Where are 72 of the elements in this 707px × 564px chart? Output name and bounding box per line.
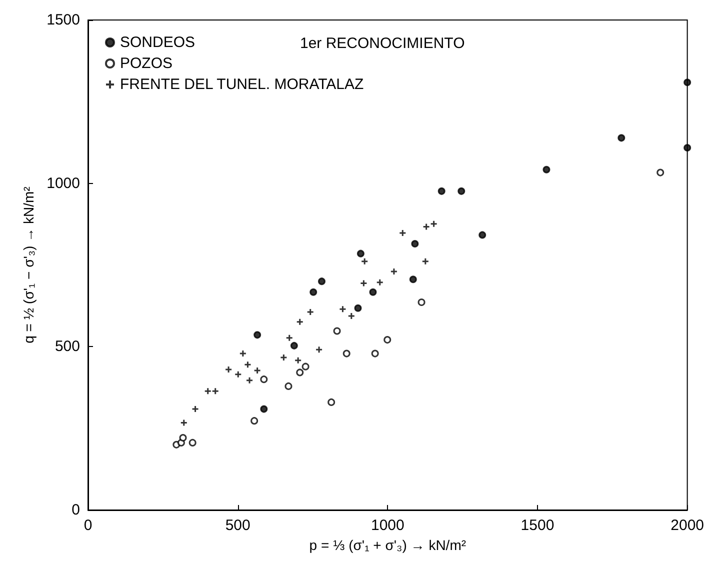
- x-tick-label: 0: [84, 517, 92, 534]
- point: [296, 368, 304, 376]
- point: [212, 387, 220, 395]
- annotation: 1er RECONOCIMIENTO: [300, 35, 465, 52]
- point: [284, 382, 292, 390]
- point: [260, 376, 268, 384]
- point: [411, 240, 419, 248]
- y-tick-label: 500: [54, 338, 80, 356]
- point: [430, 220, 438, 228]
- point: [354, 304, 362, 312]
- x-tick-label: 2000: [670, 517, 704, 534]
- point: [376, 278, 384, 286]
- point: [318, 278, 326, 286]
- point: [310, 288, 318, 296]
- point: [371, 350, 379, 358]
- point: [328, 398, 336, 406]
- point: [384, 336, 392, 344]
- point: [306, 308, 314, 316]
- point: [398, 229, 406, 237]
- point: [244, 360, 252, 368]
- point: [360, 258, 368, 266]
- point: [656, 168, 664, 176]
- legend-label: SONDEOS: [120, 34, 196, 51]
- legend-label: POZOS: [120, 55, 173, 72]
- point: [192, 405, 200, 413]
- point: [180, 419, 188, 427]
- point: [390, 268, 398, 276]
- point: [684, 144, 692, 152]
- point: [348, 312, 356, 320]
- point: [260, 405, 268, 413]
- point: [246, 376, 254, 384]
- point: [286, 334, 294, 342]
- point: [360, 280, 368, 288]
- point: [296, 318, 304, 326]
- point: [239, 350, 247, 358]
- legend-label: FRENTE DEL TUNEL. MORATALAZ: [120, 76, 364, 93]
- point: [234, 370, 242, 378]
- point: [338, 305, 346, 313]
- point: [204, 387, 212, 395]
- point: [333, 327, 341, 335]
- y-axis-title: q = ½ (σ'₁ − σ'₃) → kN/m²: [20, 186, 37, 344]
- y-tick-label: 1500: [46, 12, 80, 28]
- point: [188, 438, 196, 446]
- point: [302, 362, 310, 370]
- x-tick-label: 500: [225, 517, 250, 534]
- point: [478, 231, 486, 239]
- x-axis-title: p = ⅓ (σ'₁ + σ'₃) → kN/m²: [309, 537, 466, 553]
- point: [618, 134, 626, 142]
- point: [422, 223, 430, 231]
- point: [458, 187, 466, 195]
- point: [438, 187, 446, 195]
- y-tick-label: 1000: [46, 174, 80, 192]
- point: [315, 346, 323, 354]
- point: [224, 366, 232, 374]
- point: [418, 298, 426, 306]
- point: [250, 417, 258, 425]
- point: [280, 354, 288, 362]
- point: [290, 342, 298, 350]
- point: [356, 250, 364, 258]
- point: [294, 356, 302, 364]
- x-tick-label: 1000: [370, 517, 404, 534]
- point: [254, 366, 262, 374]
- x-tick-label: 1500: [520, 517, 554, 534]
- point: [422, 258, 430, 266]
- point: [409, 276, 417, 284]
- point: [369, 288, 377, 296]
- point: [179, 434, 187, 442]
- point: [254, 331, 262, 339]
- y-tick-label: 0: [72, 502, 80, 518]
- point: [684, 78, 692, 86]
- point: [342, 350, 350, 358]
- point: [542, 166, 550, 174]
